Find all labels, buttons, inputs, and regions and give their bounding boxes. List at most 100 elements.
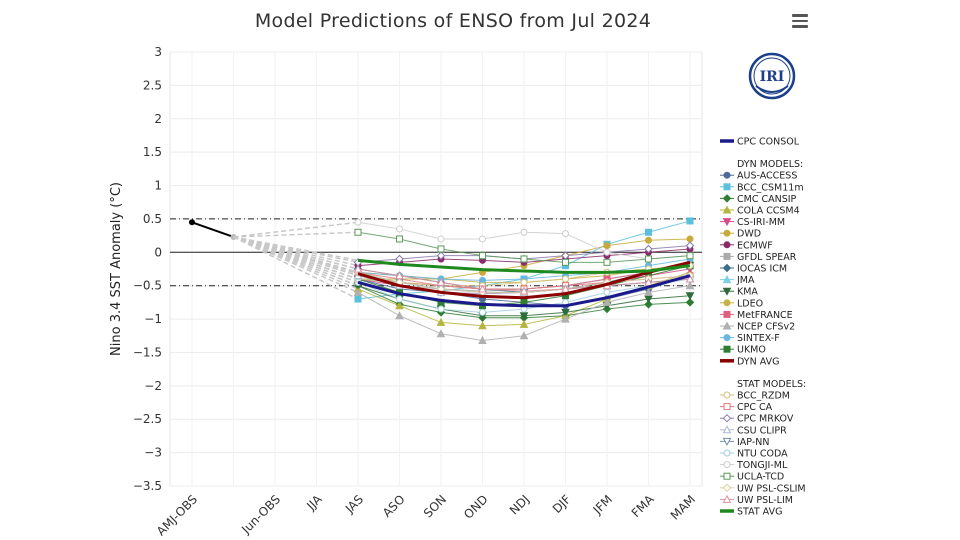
legend-label: DYN AVG bbox=[737, 356, 779, 367]
legend-item-bcc-rzdm[interactable]: BCC_RZDM bbox=[720, 391, 790, 402]
legend-item-gfdl-spear[interactable]: GFDL SPEAR bbox=[720, 252, 797, 263]
legend-item-cpc-consol[interactable]: CPC CONSOL bbox=[720, 137, 800, 148]
legend-item-csu-clipr[interactable]: CSU CLIPR bbox=[720, 425, 787, 436]
data-point bbox=[722, 263, 732, 273]
y-tick-label: 1.5 bbox=[143, 145, 162, 159]
data-point bbox=[644, 300, 653, 309]
legend-item-iocas-icm[interactable]: IOCAS ICM bbox=[720, 264, 787, 275]
legend-item-cs-iri-mm[interactable]: CS-IRI-MM bbox=[720, 217, 785, 228]
legend-item-tongji-ml[interactable]: TONGJI-ML bbox=[720, 460, 788, 471]
x-tick-label: JAS bbox=[342, 492, 366, 516]
series-ucla-tcd[interactable] bbox=[233, 228, 694, 266]
y-tick-label: −2.5 bbox=[133, 412, 162, 426]
data-point bbox=[396, 225, 403, 233]
data-point bbox=[437, 245, 445, 253]
legend-item-uw-psl-lim[interactable]: UW PSL-LIM bbox=[720, 494, 793, 506]
hamburger-menu-icon[interactable] bbox=[792, 14, 808, 28]
legend-label: AUS-ACCESS bbox=[737, 171, 797, 182]
legend-item-cpc-mrkov[interactable]: CPC MRKOV bbox=[720, 414, 794, 425]
connector-line bbox=[233, 236, 359, 280]
data-point bbox=[436, 317, 446, 326]
connector-line bbox=[233, 236, 359, 275]
data-point bbox=[685, 274, 695, 283]
legend-label: BCC_CSM11m bbox=[737, 182, 804, 193]
data-point bbox=[723, 229, 731, 237]
data-point bbox=[395, 311, 404, 320]
data-point bbox=[478, 284, 487, 293]
data-point bbox=[436, 329, 446, 338]
data-point bbox=[603, 248, 611, 256]
data-point bbox=[395, 301, 404, 310]
legend-item-ldeo[interactable]: LDEO bbox=[720, 298, 763, 309]
data-point bbox=[723, 403, 731, 411]
data-point bbox=[353, 287, 363, 296]
y-tick-label: −1 bbox=[144, 312, 162, 326]
legend-label: UKMO bbox=[737, 345, 766, 356]
y-tick-label: 0.5 bbox=[143, 212, 162, 226]
data-point bbox=[685, 241, 695, 250]
y-tick-label: 0 bbox=[154, 245, 162, 259]
data-point bbox=[519, 312, 529, 321]
legend-label: UW PSL-LIM bbox=[737, 495, 793, 506]
series-ncep-cfsv2[interactable] bbox=[233, 236, 695, 344]
legend-label: SINTEX-F bbox=[737, 333, 780, 344]
legend-item-ntu-coda[interactable]: NTU CODA bbox=[720, 449, 788, 460]
observed-line bbox=[191, 221, 234, 238]
legend-label: IOCAS ICM bbox=[737, 264, 787, 275]
data-point bbox=[354, 218, 362, 226]
series-cpc-consol[interactable] bbox=[233, 236, 691, 308]
series-dyn-avg[interactable] bbox=[233, 236, 691, 300]
legend-item-stat-avg[interactable]: STAT AVG bbox=[720, 507, 782, 518]
legend-item-cpc-ca[interactable]: CPC CA bbox=[720, 402, 773, 413]
legend-item-dyn-avg[interactable]: DYN AVG bbox=[720, 356, 779, 367]
data-point bbox=[723, 252, 731, 260]
data-point bbox=[722, 287, 732, 296]
series-line bbox=[357, 274, 691, 308]
legend-label: STAT AVG bbox=[737, 507, 782, 518]
legend-label: NCEP CFSv2 bbox=[737, 322, 795, 333]
data-point bbox=[685, 292, 695, 301]
legend-label: NTU CODA bbox=[737, 449, 788, 460]
data-point bbox=[722, 483, 732, 493]
legend-item-jma[interactable]: JMA bbox=[720, 275, 755, 286]
x-tick-label: Jun-OBS bbox=[238, 492, 283, 537]
y-axis-label: Nino 3.4 SST Anomaly (°C) bbox=[109, 182, 124, 356]
x-tick-label: DJF bbox=[550, 492, 574, 516]
observed-point bbox=[189, 219, 195, 226]
legend-item-uw-psl-cslim[interactable]: UW PSL-CSLIM bbox=[720, 483, 806, 494]
data-point bbox=[722, 437, 732, 446]
data-point bbox=[723, 241, 731, 249]
legend-item-ecmwf[interactable]: ECMWF bbox=[720, 240, 773, 251]
connector-line bbox=[233, 236, 359, 287]
legend-item-ncep-cfsv2[interactable]: NCEP CFSv2 bbox=[720, 321, 795, 333]
legend-item-sintex-f[interactable]: SINTEX-F bbox=[720, 333, 780, 344]
legend-item-ukmo[interactable]: UKMO bbox=[720, 345, 766, 356]
legend-item-aus-access[interactable]: AUS-ACCESS bbox=[720, 171, 797, 182]
data-point bbox=[686, 252, 694, 260]
series-stat-avg[interactable] bbox=[233, 236, 691, 274]
y-tick-label: 3 bbox=[154, 45, 162, 59]
legend-item-cmc-cansip[interactable]: CMC CANSIP bbox=[720, 194, 797, 205]
legend-item-metfrance[interactable]: MetFRANCE bbox=[720, 310, 793, 321]
data-point bbox=[354, 295, 362, 303]
data-point bbox=[395, 271, 404, 280]
data-point bbox=[396, 235, 403, 243]
legend-item-ucla-tcd[interactable]: UCLA-TCD bbox=[720, 472, 784, 483]
y-tick-label: −1.5 bbox=[133, 345, 162, 359]
legend-item-bcc-csm11m[interactable]: BCC_CSM11m bbox=[720, 182, 804, 193]
data-point bbox=[478, 321, 487, 330]
legend-item-dwd[interactable]: DWD bbox=[720, 229, 761, 240]
legend-label: CMC CANSIP bbox=[737, 194, 797, 205]
data-point bbox=[722, 275, 732, 284]
data-point bbox=[644, 287, 653, 296]
data-point bbox=[519, 331, 529, 340]
legend-item-cola-ccsm4[interactable]: COLA CCSM4 bbox=[720, 205, 800, 217]
legend-item-kma[interactable]: KMA bbox=[720, 287, 758, 298]
legend-header: DYN MODELS: bbox=[737, 159, 803, 170]
data-point bbox=[722, 494, 732, 503]
chart-title: Model Predictions of ENSO from Jul 2024 bbox=[254, 10, 652, 32]
series-uw-psl-lim[interactable] bbox=[233, 236, 695, 295]
connector-line bbox=[233, 221, 359, 238]
legend-item-iap-nn[interactable]: IAP-NN bbox=[720, 437, 769, 448]
data-point bbox=[722, 321, 732, 330]
